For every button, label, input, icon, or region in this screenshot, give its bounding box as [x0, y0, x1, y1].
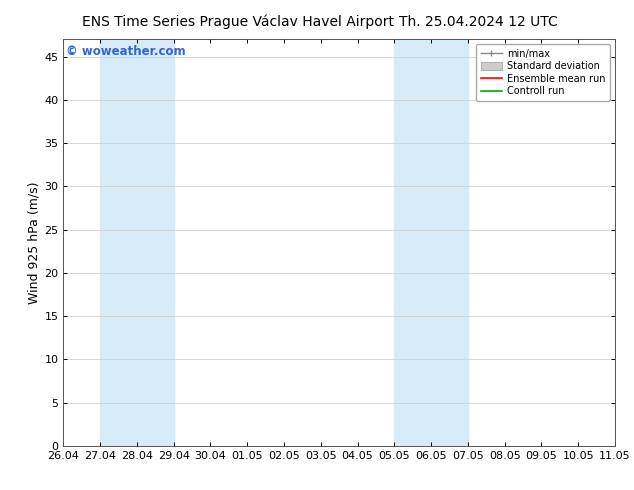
Text: ENS Time Series Prague Václav Havel Airport: ENS Time Series Prague Václav Havel Airp…: [82, 15, 394, 29]
Bar: [100, 39, 174, 446]
Bar: [394, 39, 468, 446]
Text: Th. 25.04.2024 12 UTC: Th. 25.04.2024 12 UTC: [399, 15, 558, 29]
Legend: min/max, Standard deviation, Ensemble mean run, Controll run: min/max, Standard deviation, Ensemble me…: [476, 44, 610, 101]
Y-axis label: Wind 925 hPa (m/s): Wind 925 hPa (m/s): [27, 181, 40, 304]
Text: © woweather.com: © woweather.com: [66, 45, 186, 58]
